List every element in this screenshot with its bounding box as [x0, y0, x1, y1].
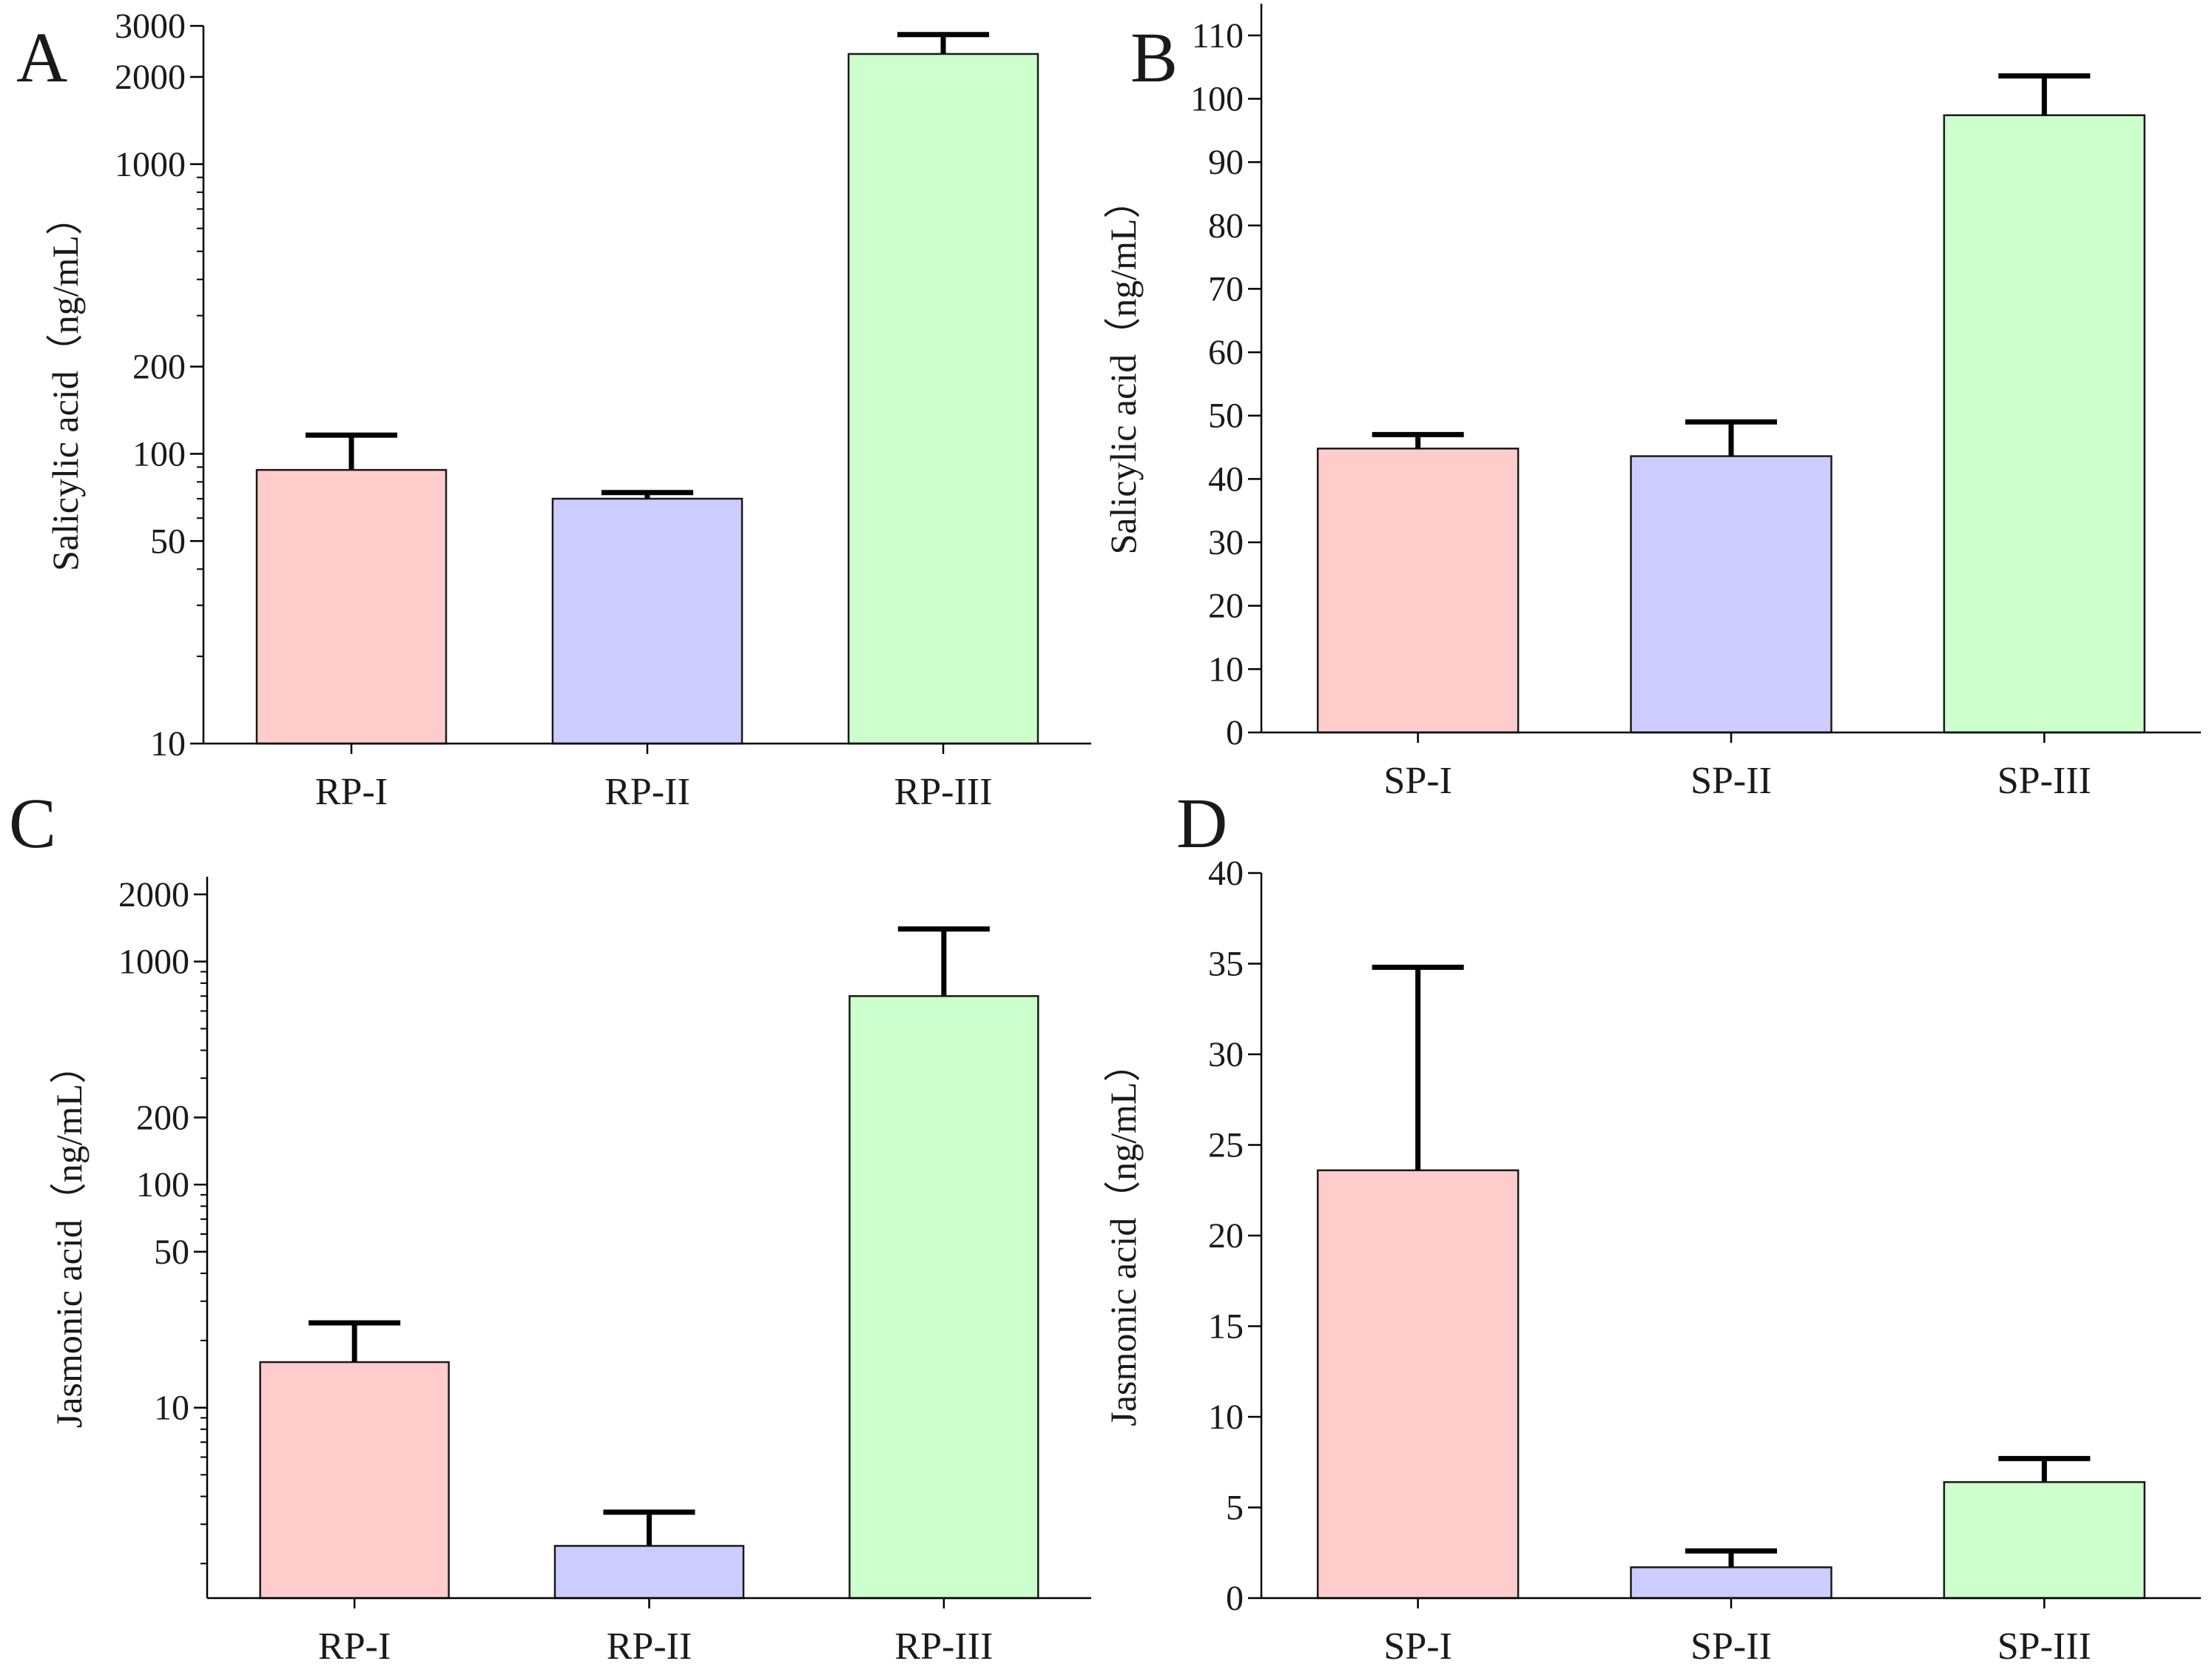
bar-sp-ii: [1630, 455, 1832, 734]
bar-sp-i: [1316, 1169, 1520, 1600]
y-tick-label: 30: [1208, 523, 1244, 562]
y-tick-label: 50: [1208, 397, 1244, 436]
y-axis-label: Jasmonic acid（ng/mL）: [1102, 1045, 1144, 1426]
y-tick-label: 1000: [118, 943, 189, 982]
error-bar: [308, 1320, 401, 1363]
bar-rp-iii: [847, 53, 1039, 745]
y-tick-label: 110: [1192, 16, 1244, 55]
error-bar: [1998, 1455, 2091, 1483]
y-tick-label: 10: [1208, 650, 1244, 689]
error-bar: [897, 926, 990, 997]
panel-letter: C: [9, 784, 56, 863]
y-tick-label: 80: [1208, 206, 1244, 246]
y-tick-label: 30: [1208, 1035, 1244, 1074]
bar-sp-ii: [1630, 1566, 1832, 1600]
y-tick-label: 35: [1208, 945, 1244, 984]
error-bar: [603, 1509, 695, 1546]
y-axis-label: Salicylic acid（ng/mL）: [1102, 181, 1144, 554]
panel-letter: A: [16, 18, 67, 97]
category-label: RP-III: [894, 771, 993, 813]
panel-d: D SP-I SP-II SP-III 0 5 10 15 20 25 30 35 40 Jasmonic…: [1102, 784, 2201, 1668]
y-tick-label: 10: [1208, 1398, 1244, 1437]
bar-rp-i: [259, 1361, 450, 1600]
y-tick-label: 100: [1190, 79, 1244, 118]
bar-sp-iii: [1943, 1480, 2146, 1600]
bar-sp-i: [1316, 448, 1520, 734]
y-tick-label: 0: [1226, 713, 1244, 752]
panel-b: B SP-I SP-II SP-III 0 10 20 30 40 50 60 70 80 90 100 11…: [1102, 4, 2201, 802]
panel-c: C RP-I RP-II RP-III 10 50 100 200 1000 2000 Jasmon…: [9, 784, 1091, 1668]
y-tick-label: 2000: [115, 58, 186, 97]
y-tick-label: 2000: [118, 875, 189, 914]
category-label: SP-II: [1690, 1625, 1772, 1668]
category-label: RP-III: [894, 1625, 993, 1668]
y-tick-label: 50: [154, 1233, 189, 1272]
category-label: SP-I: [1383, 1625, 1451, 1668]
y-tick-label: 20: [1208, 1216, 1244, 1256]
bar-rp-ii: [553, 1545, 745, 1600]
y-tick-label: 5: [1226, 1489, 1244, 1528]
error-bar: [1685, 419, 1777, 456]
y-tick-label: 1000: [115, 145, 186, 184]
y-axis-label: Salicylic acid（ng/mL）: [44, 198, 86, 571]
error-bar: [1372, 964, 1464, 1170]
y-tick-label: 200: [132, 348, 186, 387]
y-tick-label: 40: [1208, 459, 1244, 499]
y-tick-label: 90: [1208, 143, 1244, 182]
y-tick-label: 3000: [115, 7, 186, 46]
error-bar: [897, 32, 989, 54]
y-tick-label: 50: [150, 522, 186, 561]
category-label: RP-I: [315, 771, 388, 813]
y-tick-label: 25: [1208, 1126, 1244, 1165]
y-tick-label: 60: [1208, 333, 1244, 372]
y-tick-label: 10: [150, 724, 186, 764]
y-tick-label: 10: [154, 1389, 189, 1428]
error-bar: [601, 490, 693, 499]
category-label: RP-II: [607, 1625, 692, 1668]
category-label: RP-II: [604, 771, 690, 813]
y-tick-label: 40: [1208, 854, 1244, 893]
panel-letter: B: [1130, 18, 1178, 97]
category-label: SP-III: [1997, 760, 2091, 802]
panel-letter: D: [1176, 784, 1227, 863]
y-tick-label: 0: [1226, 1579, 1244, 1618]
y-tick-label: 70: [1208, 269, 1244, 309]
y-tick-label: 100: [132, 434, 186, 474]
y-tick-label: 20: [1208, 587, 1244, 626]
error-bar: [1998, 73, 2091, 115]
y-axis-label: Jasmonic acid（ng/mL）: [48, 1047, 90, 1428]
category-label: RP-I: [318, 1625, 391, 1668]
category-label: SP-I: [1383, 760, 1451, 802]
error-bar: [1372, 431, 1464, 449]
error-bar: [306, 432, 397, 471]
category-label: SP-II: [1690, 760, 1772, 802]
category-label: SP-III: [1997, 1625, 2091, 1668]
y-tick-label: 15: [1208, 1307, 1244, 1347]
y-tick-label: 100: [136, 1165, 189, 1204]
bar-sp-iii: [1943, 114, 2146, 734]
y-tick-label: 200: [136, 1098, 189, 1137]
panel-a: A RP-I RP-II RP-III 10 50 100 200 1000 2000 3000 Sa…: [16, 7, 1091, 813]
bar-rp-ii: [551, 497, 743, 745]
bar-rp-iii: [849, 995, 1039, 1600]
bar-rp-i: [255, 468, 448, 745]
error-bar: [1685, 1548, 1777, 1568]
